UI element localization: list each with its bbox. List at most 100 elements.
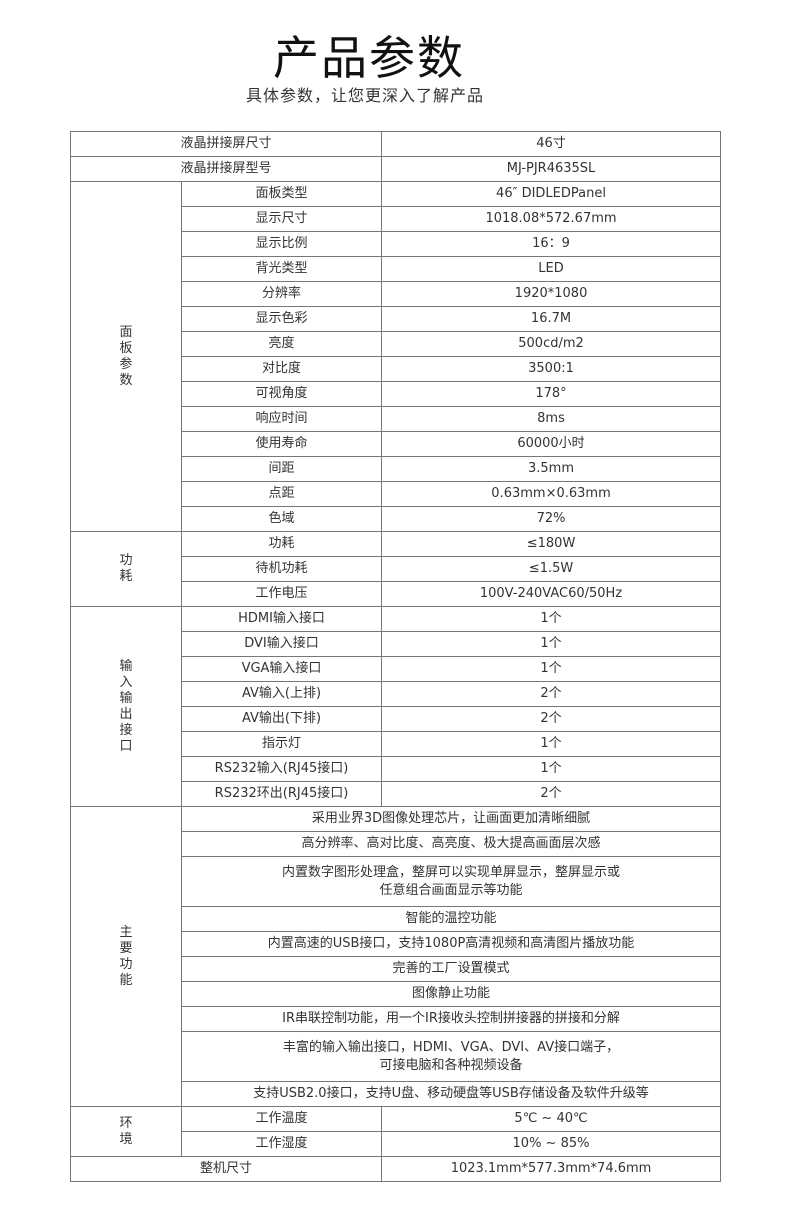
spec-value: 46″ DIDLEDPanel [381, 181, 722, 207]
table-row: 主要功能 采用业界3D图像处理芯片，让画面更加清晰细腻 [70, 806, 722, 1107]
table-row: 待机功耗 ≤1.5W [71, 556, 722, 582]
group-label: 面板参数 [70, 181, 182, 532]
table-row: 显示色彩 16.7M [71, 306, 722, 332]
spec-value: 2个 [381, 706, 722, 732]
group-label-text: 功耗 [119, 553, 133, 584]
table-row: 高分辨率、高对比度、高亮度、极大提高画面层次感 [71, 831, 722, 857]
spec-label: AV输出(下排) [180, 706, 383, 732]
table-row: 面板参数 面板类型 46″ DIDLEDPanel [70, 181, 722, 532]
spec-value: 1个 [381, 756, 722, 782]
table-row: 内置高速的USB接口，支持1080P高清视频和高清图片播放功能 [71, 931, 722, 957]
spec-value: 5℃ ~ 40℃ [381, 1106, 722, 1132]
table-row: 图像静止功能 [71, 981, 722, 1007]
spec-label: 对比度 [180, 356, 383, 382]
group-label: 功耗 [70, 531, 182, 607]
spec-label: 使用寿命 [180, 431, 383, 457]
spec-value: 1个 [381, 606, 722, 632]
spec-label: 响应时间 [180, 406, 383, 432]
spec-value: 72% [381, 506, 722, 532]
spec-value: 3.5mm [381, 456, 722, 482]
feature-text: 支持USB2.0接口，支持U盘、移动硬盘等USB存储设备及软件升级等 [180, 1081, 722, 1107]
page-title: 产品参数 [273, 31, 465, 85]
spec-value: LED [381, 256, 722, 282]
feature-text: 内置高速的USB接口，支持1080P高清视频和高清图片播放功能 [180, 931, 722, 957]
table-row: 亮度 500cd/m2 [71, 331, 722, 357]
spec-value: 1920*1080 [381, 281, 722, 307]
spec-label: 可视角度 [180, 381, 383, 407]
spec-label: RS232环出(RJ45接口) [180, 781, 383, 807]
group-label-text: 面板参数 [119, 324, 133, 388]
table-row: 色域 72% [71, 506, 722, 532]
table-row: 背光类型 LED [71, 256, 722, 282]
spec-value: 46寸 [381, 131, 722, 157]
spec-value: 16.7M [381, 306, 722, 332]
table-row: 使用寿命 60000小时 [71, 431, 722, 457]
spec-label: 显示色彩 [180, 306, 383, 332]
group-label-text: 输入输出接口 [119, 658, 133, 754]
table-row: IR串联控制功能，用一个IR接收头控制拼接器的拼接和分解 [71, 1006, 722, 1032]
table-row: 工作电压 100V-240VAC60/50Hz [71, 581, 722, 607]
group-label: 主要功能 [70, 806, 182, 1107]
spec-label: VGA输入接口 [180, 656, 383, 682]
feature-text: 图像静止功能 [180, 981, 722, 1007]
spec-value: 178° [381, 381, 722, 407]
table-row: 指示灯 1个 [71, 731, 722, 757]
group-label: 输入输出接口 [70, 606, 182, 807]
feature-text: 采用业界3D图像处理芯片，让画面更加清晰细腻 [180, 806, 722, 832]
spec-label: 液晶拼接屏尺寸 [69, 131, 383, 157]
spec-label: 显示尺寸 [180, 206, 383, 232]
spec-value: 1个 [381, 631, 722, 657]
spec-label: 间距 [180, 456, 383, 482]
spec-value: 60000小时 [381, 431, 722, 457]
table-row: 对比度 3500:1 [71, 356, 722, 382]
spec-label: 工作温度 [180, 1106, 383, 1132]
spec-label: AV输入(上排) [180, 681, 383, 707]
spec-value: 0.63mm×0.63mm [381, 481, 722, 507]
spec-label: 点距 [180, 481, 383, 507]
table-row: 丰富的输入输出接口，HDMI、VGA、DVI、AV接口端子， 可接电脑和各种视频设… [71, 1031, 722, 1082]
spec-value: 1018.08*572.67mm [381, 206, 722, 232]
table-row: 点距 0.63mm×0.63mm [71, 481, 722, 507]
feature-text: 智能的温控功能 [180, 906, 722, 932]
table-row: 显示尺寸 1018.08*572.67mm [71, 206, 722, 232]
spec-label: 背光类型 [180, 256, 383, 282]
group-label-text: 环境 [119, 1115, 133, 1147]
spec-label: 色域 [180, 506, 383, 532]
table-row: RS232环出(RJ45接口) 2个 [71, 781, 722, 807]
spec-label: RS232输入(RJ45接口) [180, 756, 383, 782]
spec-label: 待机功耗 [180, 556, 383, 582]
table-row: 可视角度 178° [71, 381, 722, 407]
spec-label: HDMI输入接口 [180, 606, 383, 632]
spec-value: 1个 [381, 656, 722, 682]
feature-text: 高分辨率、高对比度、高亮度、极大提高画面层次感 [180, 831, 722, 857]
spec-label: 面板类型 [180, 181, 383, 207]
spec-label: 液晶拼接屏型号 [69, 156, 383, 182]
spec-value: 1023.1mm*577.3mm*74.6mm [381, 1156, 722, 1182]
spec-value: 1个 [381, 731, 722, 757]
feature-text: IR串联控制功能，用一个IR接收头控制拼接器的拼接和分解 [180, 1006, 722, 1032]
spec-value: 100V-240VAC60/50Hz [381, 581, 722, 607]
spec-label: 工作湿度 [180, 1131, 383, 1157]
spec-label: 工作电压 [180, 581, 383, 607]
table-row: DVI输入接口 1个 [71, 631, 722, 657]
spec-table: 液晶拼接屏尺寸 46寸 液晶拼接屏型号 MJ-PJR4635SL 面板参数 面板类型 46″… [69, 131, 722, 1182]
spec-label: 亮度 [180, 331, 383, 357]
spec-value: 2个 [381, 681, 722, 707]
spec-label: 显示比例 [180, 231, 383, 257]
spec-value: 2个 [381, 781, 722, 807]
table-row: 支持USB2.0接口，支持U盘、移动硬盘等USB存储设备及软件升级等 [71, 1081, 722, 1107]
spec-value: 500cd/m2 [381, 331, 722, 357]
feature-text: 完善的工厂设置模式 [180, 956, 722, 982]
table-row: 液晶拼接屏型号 MJ-PJR4635SL [69, 156, 722, 182]
table-row: 输入输出接口 HDMI输入接口 1个 [70, 606, 722, 807]
table-row: 整机尺寸 1023.1mm*577.3mm*74.6mm [69, 1156, 722, 1182]
spec-label: 整机尺寸 [69, 1156, 383, 1182]
spec-value: 8ms [381, 406, 722, 432]
group-label-text: 主要功能 [119, 924, 133, 988]
spec-value: ≤1.5W [381, 556, 722, 582]
table-row: 功耗 功耗 ≤180W [70, 531, 722, 607]
group-label: 环境 [70, 1106, 182, 1157]
spec-label: DVI输入接口 [180, 631, 383, 657]
spec-value: 16：9 [381, 231, 722, 257]
spec-value: MJ-PJR4635SL [381, 156, 722, 182]
